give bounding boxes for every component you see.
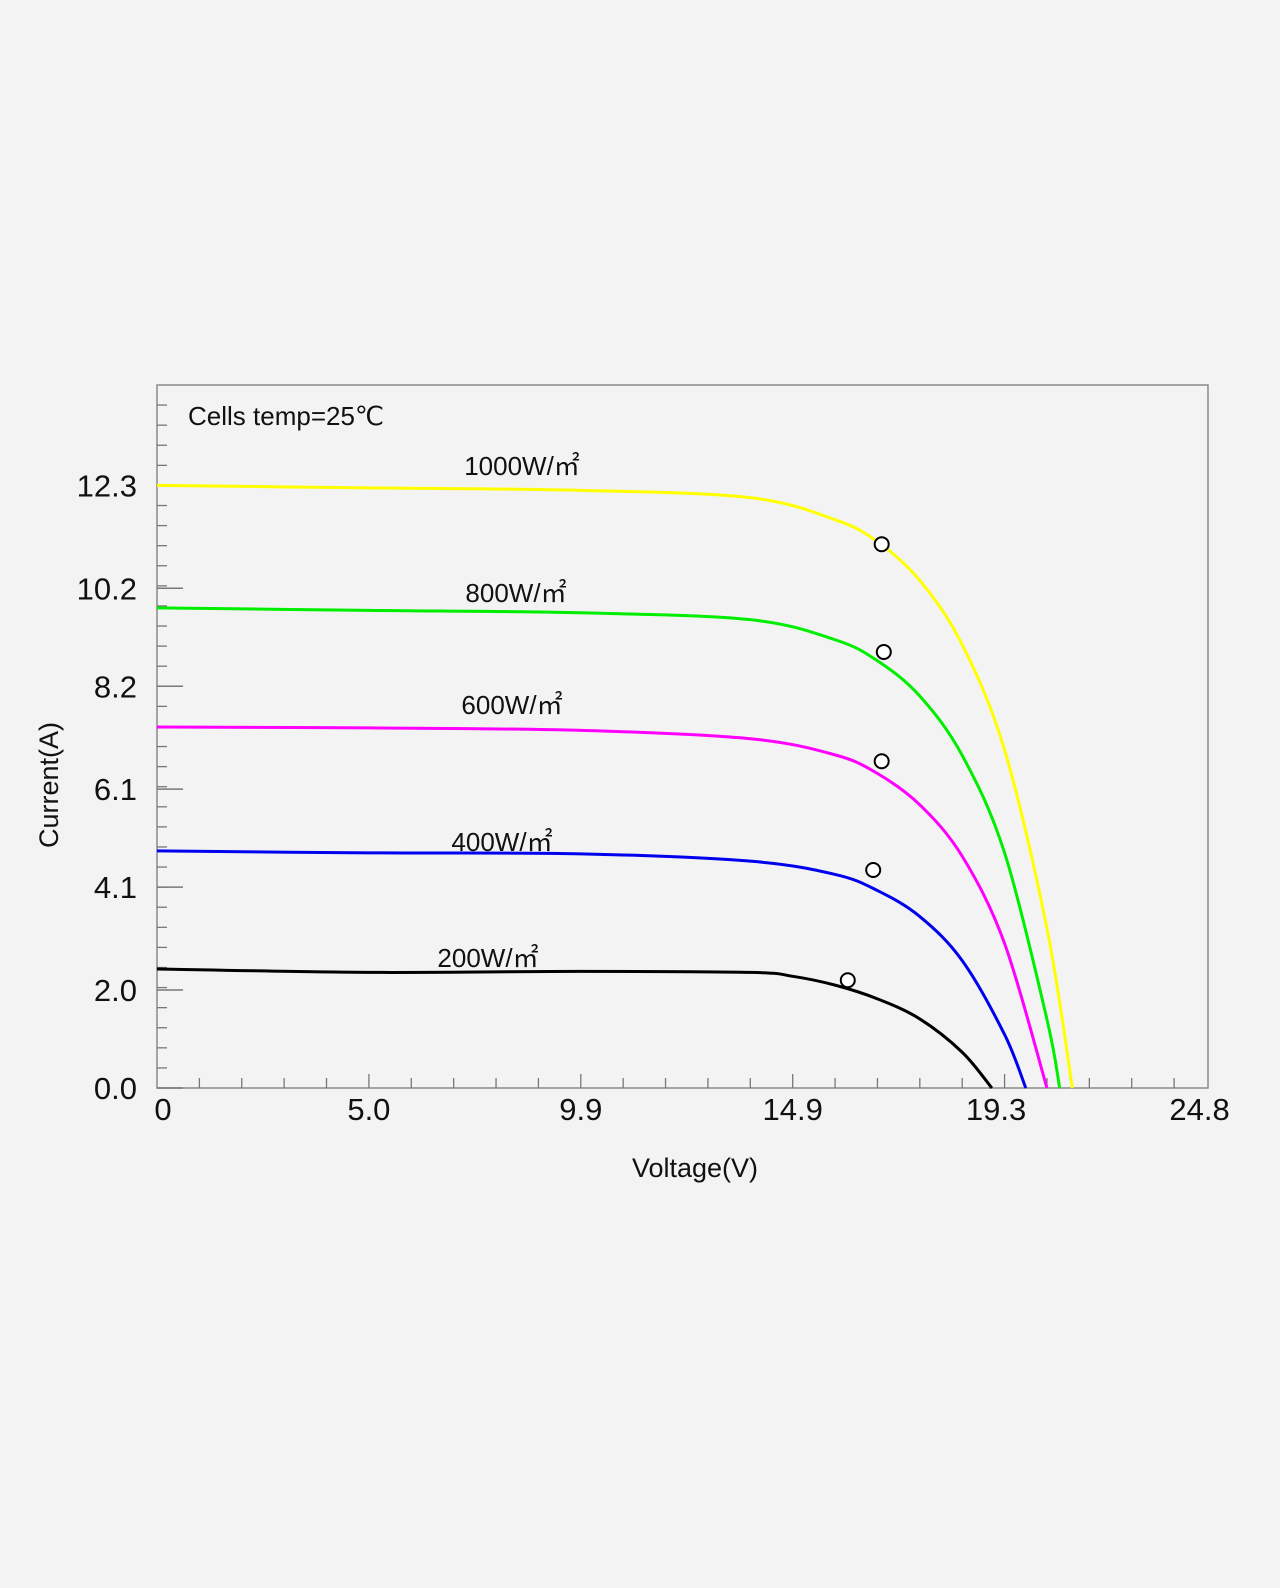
series-label: 800W/㎡: [465, 578, 566, 608]
series-label: 600W/㎡: [461, 690, 562, 720]
series-line: [156, 967, 994, 1089]
series-line: [156, 483, 1074, 1089]
max-power-point-marker: [875, 643, 892, 660]
y-tick-label: 12.3: [77, 468, 137, 503]
series-label: 1000W/㎡: [464, 451, 580, 481]
max-power-point-marker: [873, 536, 890, 553]
series-line: [156, 725, 1049, 1089]
curves: [156, 483, 1074, 1089]
y-tick-label: 0.0: [94, 1071, 137, 1106]
series-label: 200W/㎡: [437, 943, 538, 973]
series-labels: 1000W/㎡ 800W/㎡ 600W/㎡ 400W/㎡ 200W/㎡: [437, 451, 579, 973]
x-axis-title: Voltage(V): [632, 1153, 758, 1183]
series-label: 400W/㎡: [451, 827, 552, 857]
x-tick-label: 9.9: [559, 1092, 602, 1127]
x-tick-label: 19.3: [966, 1092, 1026, 1127]
max-power-point-marker: [839, 972, 856, 989]
max-power-point-marker: [873, 753, 890, 770]
x-tick-label: 0: [154, 1092, 171, 1127]
x-tick-label: 14.9: [763, 1092, 823, 1127]
x-tick-label: 24.8: [1169, 1092, 1229, 1127]
y-tick-label: 6.1: [94, 772, 137, 807]
y-tick-label: 4.1: [94, 870, 137, 905]
max-power-point-marker: [865, 861, 882, 878]
x-tick-label: 5.0: [347, 1092, 390, 1127]
y-tick-label: 8.2: [94, 669, 137, 704]
axis-ticks: 0.0 2.0 4.1 6.1 8.2 10.2 12.3 0 5.0 9.9 14.9 19.3 24…: [77, 404, 1230, 1127]
series-line: [156, 606, 1062, 1089]
plot-area: [156, 384, 1209, 1089]
y-tick-label: 10.2: [77, 571, 137, 606]
y-tick-label: 2.0: [94, 973, 137, 1008]
series-line: [156, 849, 1028, 1089]
y-axis-title: Current(A): [34, 722, 64, 848]
temperature-annotation: Cells temp=25℃: [188, 401, 384, 431]
